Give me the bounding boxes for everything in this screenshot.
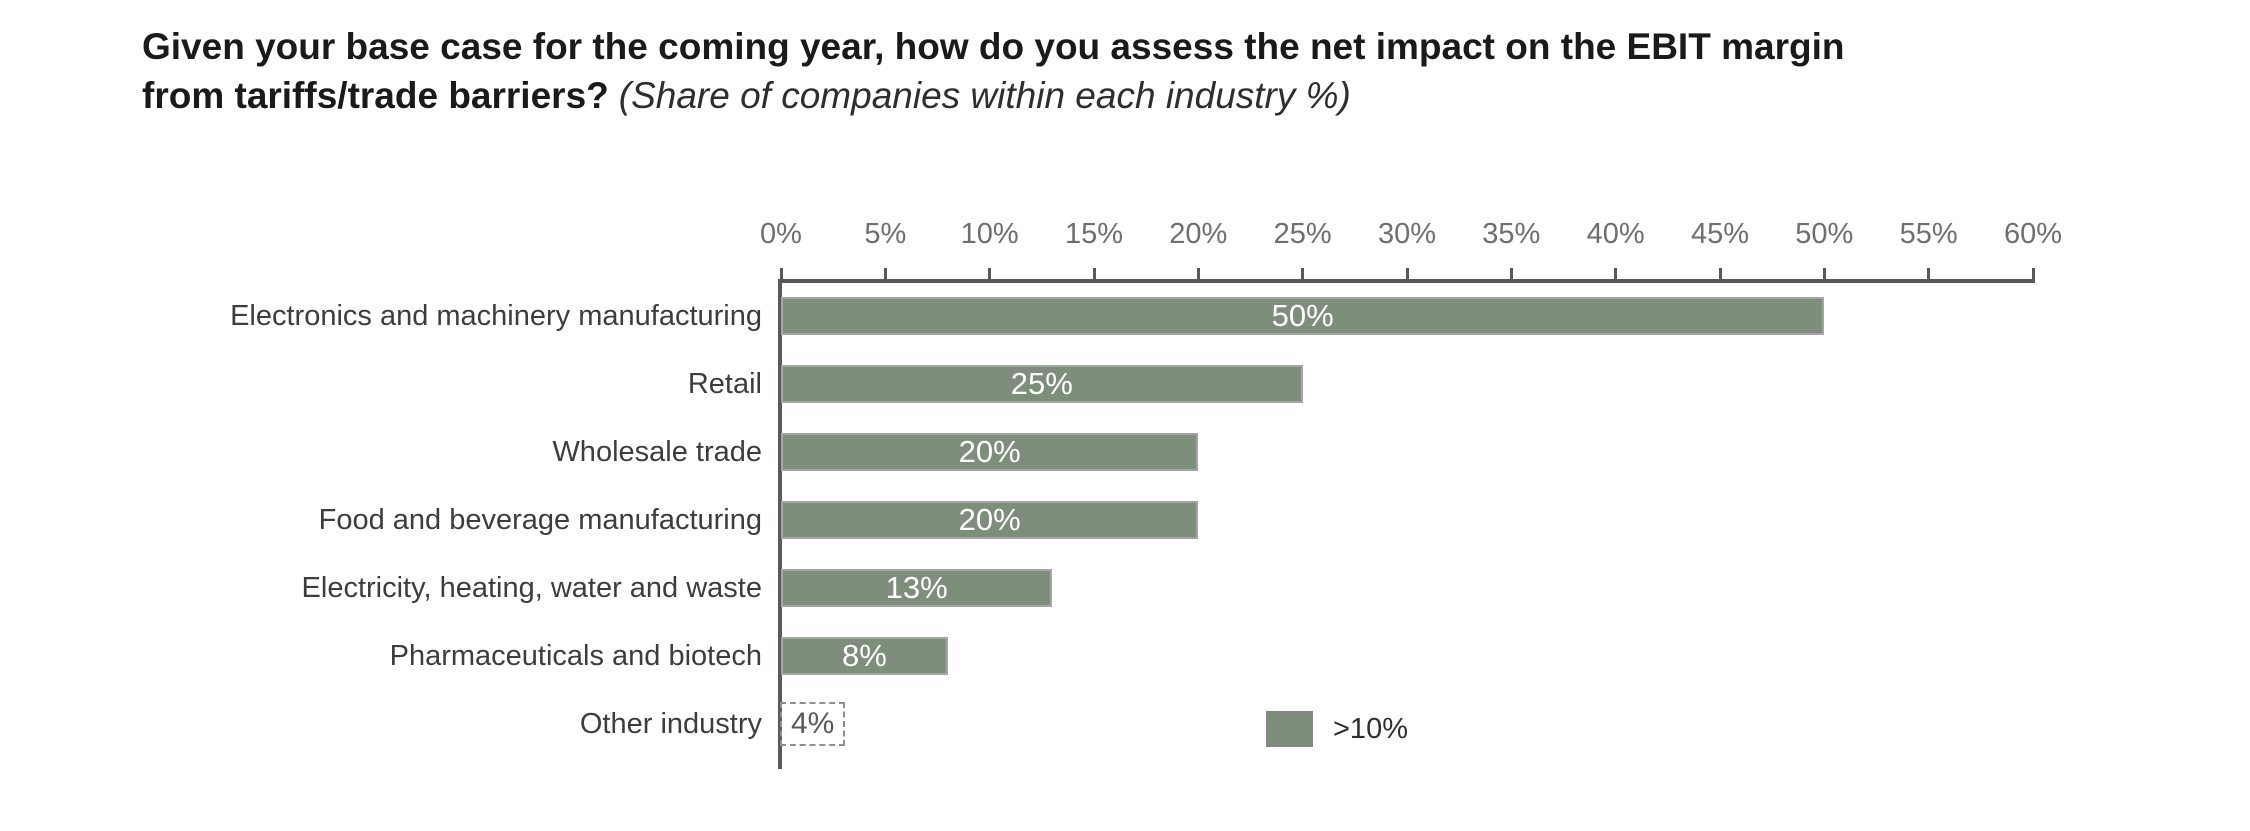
- title-line2: from tariffs/trade barriers? (Share of co…: [142, 71, 1844, 120]
- x-axis-tick-mark: [1927, 268, 1931, 279]
- x-axis-tick-mark: [2031, 268, 2035, 279]
- category-label: Retail: [687, 368, 762, 400]
- legend-label: >10%: [1333, 712, 1408, 745]
- x-axis-tick-mark: [1614, 268, 1618, 279]
- x-axis-tick-label: 45%: [1690, 218, 1750, 250]
- x-axis-tick-mark: [1718, 268, 1722, 279]
- x-axis-tick-label: 5%: [864, 218, 907, 250]
- title-line1: Given your base case for the coming year…: [142, 26, 1845, 67]
- x-axis-tick-mark: [1092, 268, 1096, 279]
- y-axis-line: [778, 279, 782, 769]
- bar-value-label[interactable]: 20%: [958, 434, 1021, 469]
- x-axis-tick-label: 55%: [1899, 218, 1958, 250]
- legend-swatch: [1266, 711, 1313, 747]
- category-label: Pharmaceuticals and biotech: [389, 640, 762, 672]
- bar-value-label[interactable]: 50%: [1271, 298, 1334, 333]
- bar-value-label[interactable]: 13%: [885, 570, 948, 605]
- bar[interactable]: 8%: [781, 637, 948, 675]
- x-axis-tick-mark: [883, 268, 887, 279]
- x-axis-tick-label: 50%: [1795, 218, 1854, 250]
- bar[interactable]: 50%: [781, 297, 1825, 335]
- x-axis-tick-label: 25%: [1273, 218, 1332, 250]
- x-axis-tick-label: 20%: [1169, 218, 1228, 250]
- x-axis-tick-label: 35%: [1482, 218, 1541, 250]
- bar[interactable]: 25%: [781, 365, 1303, 403]
- x-axis-tick-label: 15%: [1064, 218, 1124, 250]
- x-axis-tick-mark: [1405, 268, 1409, 279]
- x-axis-line: [778, 279, 2035, 283]
- category-label: Wholesale trade: [552, 436, 762, 468]
- category-label: Other industry: [579, 708, 762, 740]
- title-line2-bold: from tariffs/trade barriers?: [142, 75, 609, 116]
- bar-value-label[interactable]: 25%: [1010, 366, 1073, 401]
- x-axis-tick-mark: [1301, 268, 1305, 279]
- x-axis-tick-mark: [779, 268, 783, 279]
- x-axis-tick-mark: [1196, 268, 1200, 279]
- chart-title: Given your base case for the coming year…: [142, 22, 1844, 120]
- bar[interactable]: 20%: [781, 433, 1199, 471]
- category-label: Electronics and machinery manufacturing: [230, 300, 762, 332]
- chart-subtitle: (Share of companies within each industry…: [618, 75, 1351, 116]
- x-axis-tick-label: 30%: [1377, 218, 1437, 250]
- x-axis-tick-label: 40%: [1586, 218, 1645, 250]
- category-label: Food and beverage manufacturing: [318, 504, 762, 536]
- x-axis-tick-mark: [1822, 268, 1826, 279]
- x-axis-tick-label: 10%: [960, 218, 1019, 250]
- bar-value-label[interactable]: 8%: [842, 638, 887, 673]
- x-axis-tick-mark: [1509, 268, 1513, 279]
- bar[interactable]: 20%: [781, 501, 1199, 539]
- legend[interactable]: >10%: [1266, 711, 1408, 747]
- x-axis-tick-label: 0%: [760, 218, 802, 250]
- category-label: Electricity, heating, water and waste: [301, 572, 762, 604]
- x-axis-tick-mark: [988, 268, 992, 279]
- bar[interactable]: 13%: [781, 569, 1053, 607]
- bar-value-label[interactable]: 20%: [958, 502, 1021, 537]
- selected-value-label[interactable]: 4%: [780, 702, 846, 746]
- x-axis-tick-label: 60%: [2003, 218, 2063, 250]
